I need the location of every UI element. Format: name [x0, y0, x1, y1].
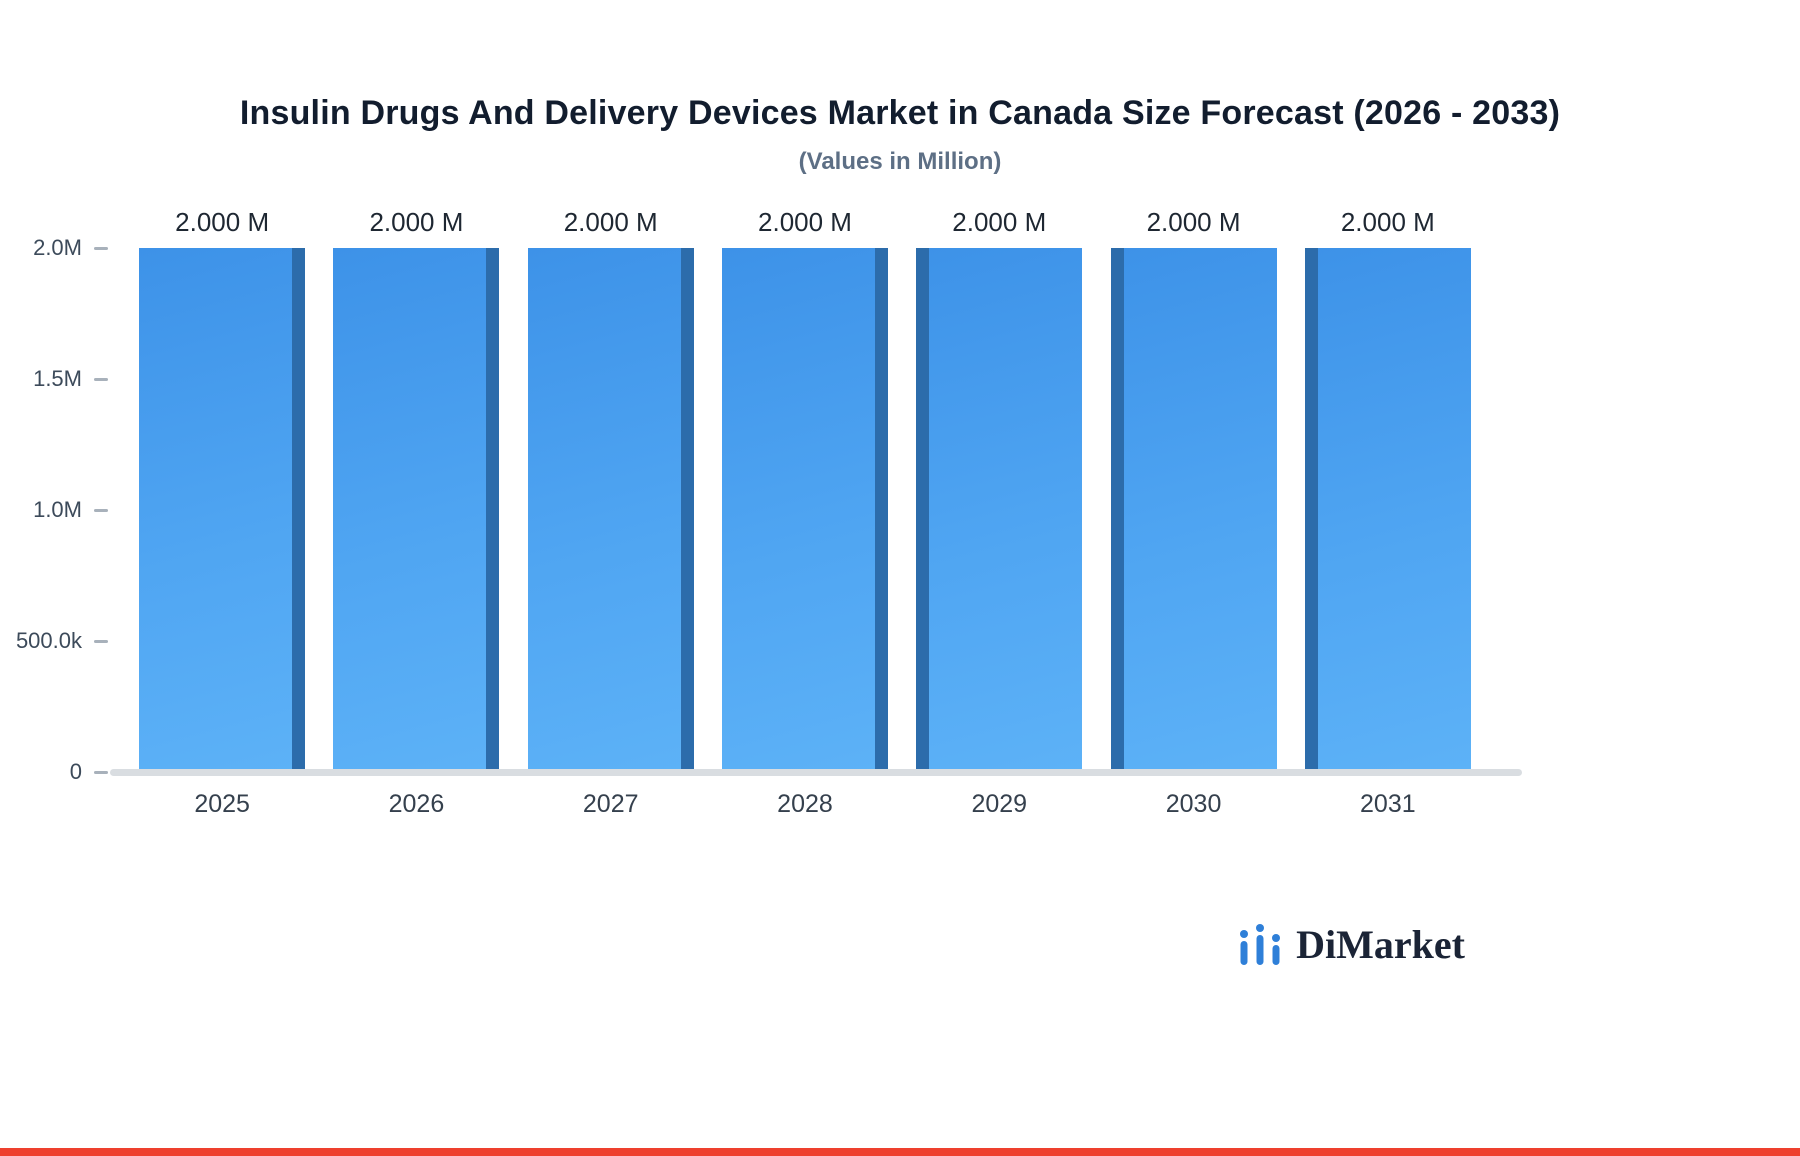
bar-value-label: 2.000 M — [952, 207, 1047, 237]
y-axis-tick-mark — [94, 246, 108, 250]
bar-group: 2.000 M 2029 — [902, 207, 1096, 818]
x-axis-label: 2029 — [971, 790, 1028, 818]
bar-column: 2.000 M — [916, 207, 1083, 772]
bar-chart: 2.0M 1.5M 1.0M 500.0k 0 2.000 M 2025 2.000 M 20… — [0, 207, 1800, 818]
bar-group: 2.000 M 2030 — [1096, 207, 1290, 818]
dimarket-logo-icon — [1236, 922, 1284, 968]
y-axis-tick-mark — [94, 508, 108, 512]
bar — [1110, 248, 1277, 772]
bar-value-label: 2.000 M — [758, 207, 852, 237]
y-axis-tick-label: 500.0k — [15, 628, 82, 653]
y-axis-tick-mark — [94, 377, 108, 381]
bar-group: 2.000 M 2025 — [125, 207, 319, 818]
bar-group: 2.000 M 2031 — [1291, 207, 1485, 818]
y-axis-tick-label: 2.0M — [33, 235, 82, 260]
bar-column: 2.000 M — [139, 207, 306, 772]
bar — [721, 248, 888, 772]
bar — [916, 248, 1083, 772]
x-axis-label: 2026 — [388, 790, 445, 818]
bar-column: 2.000 M — [1304, 207, 1471, 772]
y-axis-tick-label: 1.5M — [33, 366, 82, 391]
bar — [139, 248, 306, 772]
y-axis: 2.0M 1.5M 1.0M 500.0k 0 — [0, 235, 108, 784]
x-axis-label: 2030 — [1165, 790, 1222, 818]
plot-area: 2.000 M 2025 2.000 M 2026 2.000 M 2027 2.000 M… — [125, 207, 1485, 818]
y-axis-tick-mark — [94, 639, 108, 643]
bar-value-label: 2.000 M — [1340, 207, 1435, 237]
chart-subtitle: (Values in Million) — [798, 148, 1002, 175]
bar — [527, 248, 694, 772]
x-axis-baseline — [110, 769, 1522, 776]
x-axis-label: 2025 — [194, 790, 250, 818]
dimarket-logo: DiMarket — [1236, 921, 1465, 968]
dimarket-logo-text: DiMarket — [1296, 922, 1465, 967]
bar-group: 2.000 M 2028 — [708, 207, 902, 818]
x-axis-label: 2028 — [777, 790, 833, 818]
bar-value-label: 2.000 M — [563, 207, 658, 237]
chart-title: Insulin Drugs And Delivery Devices Marke… — [239, 94, 1561, 132]
y-axis-tick-mark — [94, 770, 108, 774]
bar-group: 2.000 M 2027 — [514, 207, 708, 818]
x-axis-label: 2031 — [1360, 790, 1416, 818]
bar-value-label: 2.000 M — [369, 207, 464, 237]
bar-column: 2.000 M — [333, 207, 500, 772]
bar-value-label: 2.000 M — [1146, 207, 1241, 237]
bar — [1304, 248, 1471, 772]
bar — [333, 248, 500, 772]
accent-strip — [0, 1148, 1800, 1156]
bar-column: 2.000 M — [1110, 207, 1277, 772]
bar-value-label: 2.000 M — [175, 207, 270, 237]
y-axis-tick-label: 1.0M — [33, 497, 82, 522]
y-axis-tick-label: 0 — [69, 759, 82, 784]
bar-column: 2.000 M — [721, 207, 888, 772]
x-axis-label: 2027 — [582, 790, 639, 818]
bar-group: 2.000 M 2026 — [319, 207, 513, 818]
bar-column: 2.000 M — [527, 207, 694, 772]
